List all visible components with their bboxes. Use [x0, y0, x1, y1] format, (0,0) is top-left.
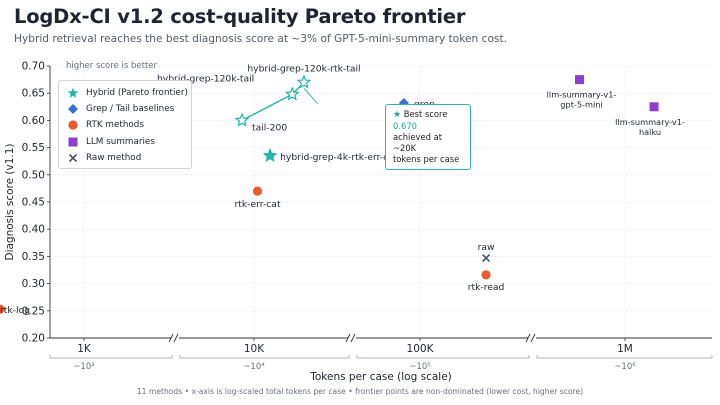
- legend-label: Grep / Tail baselines: [86, 104, 175, 115]
- legend-star-icon: [65, 87, 81, 99]
- x-tick-sublabel: ~10⁶: [614, 362, 636, 372]
- axis-break-mark: [525, 333, 531, 343]
- x-axis-label: Tokens per case (log scale): [309, 371, 452, 383]
- legend-label: Hybrid (Pareto frontier): [86, 88, 188, 99]
- legend-label: LLM summaries: [86, 136, 155, 147]
- annotation-line3: tokens per case: [393, 154, 460, 164]
- point-label-llm-summary-v1-gpt-5-mini: llm-summary-v1-gpt-5-mini: [547, 90, 617, 110]
- legend-item: Hybrid (Pareto frontier): [65, 85, 191, 101]
- point-label-hybrid-grep-4k-rtk-err-cat: hybrid-grep-4k-rtk-err-cat: [280, 152, 398, 163]
- legend-item: LLM summaries: [65, 134, 191, 150]
- legend-circle-icon: [65, 119, 81, 131]
- annotation-value: 0.670: [393, 121, 417, 131]
- legend-item: Raw method: [65, 150, 191, 166]
- legend-diamond-icon: [65, 103, 81, 115]
- hint-text: higher score is better: [66, 61, 158, 71]
- legend-square-icon: [65, 136, 81, 148]
- y-tick-label: 0.70: [22, 61, 45, 73]
- y-axis-label: Diagnosis score (v1.1): [4, 143, 16, 260]
- axis-break-mark: [173, 333, 179, 343]
- legend-label: Raw method: [86, 152, 142, 163]
- point-hybrid-grep-120k-rtk-tail: [296, 74, 312, 89]
- y-tick-label: 0.50: [22, 169, 45, 181]
- point-rtk-read: [481, 270, 491, 280]
- axis-break-mark: [168, 333, 174, 343]
- chart-subtitle: Hybrid retrieval reaches the best diagno…: [14, 33, 507, 45]
- legend-item: RTK methods: [65, 117, 191, 133]
- y-tick-label: 0.55: [22, 142, 45, 154]
- axis-break-mark: [345, 333, 351, 343]
- x-range-bracket: [179, 355, 350, 359]
- annotation-line2: achieved at ~20K: [393, 132, 443, 153]
- x-range-bracket: [49, 355, 173, 359]
- point-raw: [481, 253, 491, 263]
- legend: Hybrid (Pareto frontier) Grep / Tail base…: [58, 80, 192, 169]
- point-label-hybrid-grep-120k-rtk-tail: hybrid-grep-120k-rtk-tail: [247, 63, 360, 74]
- x-range-bracket: [356, 355, 530, 359]
- point-rtk-err-cat: [252, 186, 263, 196]
- best-score-annotation: ★ Best score 0.670 achieved at ~20K toke…: [385, 104, 471, 170]
- axis-break-mark: [350, 333, 356, 343]
- point-hybrid-grep-4k-rtk-err-cat: [262, 147, 278, 163]
- legend-label: RTK methods: [86, 120, 144, 131]
- y-tick-label: 0.20: [22, 333, 45, 345]
- y-tick-label: 0.60: [22, 115, 45, 127]
- annotation-prefix: Best score: [403, 109, 448, 119]
- footer-note: 11 methods • x-axis is log-scaled total …: [136, 387, 584, 396]
- point-label-raw: raw: [478, 242, 495, 253]
- point-llm-summary-v1-gpt-5-mini: [575, 75, 585, 85]
- x-tick-sublabel: ~10³: [73, 362, 94, 372]
- y-tick-label: 0.30: [22, 278, 45, 290]
- point-rtk-log: [0, 304, 5, 314]
- axis-break-mark: [530, 333, 536, 343]
- legend-item: Grep / Tail baselines: [65, 101, 191, 117]
- x-tick-label: 1K: [77, 343, 92, 355]
- point-label-rtk-read: rtk-read: [468, 282, 505, 293]
- point-tail-200: [234, 112, 250, 127]
- point-llm-summary-v1-haiku: [649, 102, 659, 112]
- x-tick-sublabel: ~10⁵: [409, 362, 430, 372]
- annotation-pointer: [303, 88, 319, 105]
- point-label-llm-summary-v1-haiku: llm-summary-v1-haiku: [615, 117, 685, 137]
- point-label-hybrid-grep-120k-tail: hybrid-grep-120k-tail: [157, 73, 254, 84]
- point-label-rtk-log: rtk-log: [0, 305, 30, 316]
- y-tick-label: 0.25: [22, 305, 45, 317]
- frontier-line: [241, 81, 305, 122]
- y-tick-label: 0.65: [22, 88, 45, 100]
- point-label-rtk-err-cat: rtk-err-cat: [234, 199, 280, 210]
- x-tick-label: 1M: [617, 343, 633, 355]
- x-tick-sublabel: ~10⁴: [243, 362, 265, 372]
- chart-title: LogDx-CI v1.2 cost-quality Pareto fronti…: [14, 5, 466, 28]
- star-icon: ★: [393, 110, 402, 120]
- point-hybrid-grep-120k-tail: [284, 86, 300, 101]
- point-label-tail-200: tail-200: [252, 122, 287, 133]
- y-tick-label: 0.40: [22, 224, 45, 236]
- x-tick-label: 10K: [244, 343, 265, 355]
- y-tick-label: 0.35: [22, 251, 45, 263]
- x-tick-label: 100K: [407, 343, 435, 355]
- legend-x-icon: [65, 152, 81, 164]
- y-tick-label: 0.45: [22, 197, 45, 209]
- x-range-bracket: [536, 355, 713, 359]
